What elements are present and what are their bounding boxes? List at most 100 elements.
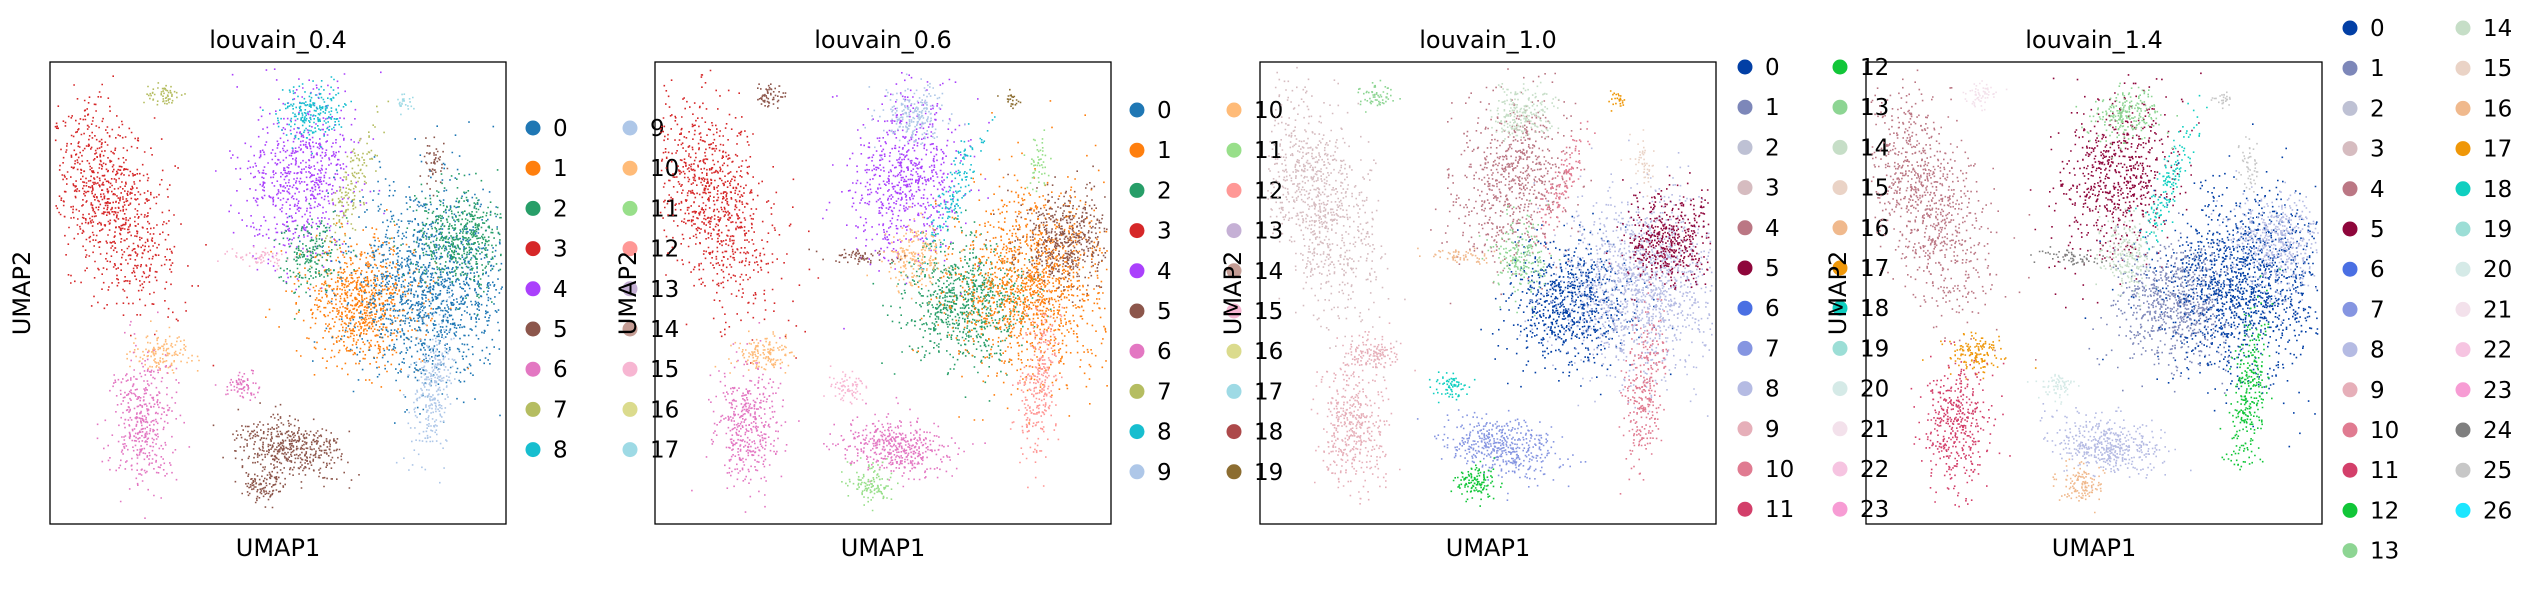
scatter-points — [1267, 66, 1713, 507]
legend-marker — [622, 120, 638, 136]
legend-entry-15: 15 — [1832, 176, 1889, 202]
cluster-17-points — [397, 93, 415, 116]
legend-marker — [2455, 60, 2471, 76]
y-axis-label: UMAP2 — [1824, 251, 1852, 335]
cluster-4-points — [822, 72, 990, 330]
legend-entry-11: 11 — [2342, 458, 2399, 484]
cluster-6-points — [96, 311, 191, 519]
x-axis-label: UMAP1 — [236, 534, 320, 562]
legend-entry-3: 3 — [1129, 219, 1172, 245]
cluster-18-points — [2128, 94, 2208, 251]
legend-marker — [2455, 100, 2471, 116]
legend-entry-5: 5 — [2342, 217, 2385, 243]
cluster-8-points — [262, 76, 352, 155]
legend-entry-17: 17 — [1226, 379, 1283, 405]
legend-marker — [622, 241, 638, 257]
legend-marker — [1226, 263, 1242, 279]
legend-marker — [1226, 142, 1242, 158]
cluster-14-points — [2095, 208, 2159, 307]
chart-title: louvain_1.4 — [2025, 26, 2163, 54]
cluster-5-points — [212, 402, 360, 496]
legend-label: 4 — [1765, 216, 1780, 242]
legend-marker — [622, 160, 638, 176]
scatter-points — [54, 68, 503, 519]
legend-marker — [1226, 182, 1242, 198]
legend-entry-2: 2 — [525, 196, 568, 222]
legend-marker — [2342, 261, 2358, 277]
legend-marker — [525, 361, 541, 377]
legend-marker — [622, 321, 638, 337]
cluster-8-points — [918, 116, 996, 270]
legend-marker — [1832, 59, 1848, 75]
cluster-8-points — [2209, 170, 2319, 323]
plot-frame — [1865, 61, 2323, 525]
legend-marker — [2342, 100, 2358, 116]
legend-marker — [1226, 343, 1242, 359]
cluster-9-points — [1310, 337, 1401, 505]
legend-marker — [622, 281, 638, 297]
umap-panel-3: louvain_1.4UMAP1UMAP20123456789101112131… — [1824, 16, 2512, 565]
legend-marker — [622, 200, 638, 216]
legend-marker — [1737, 300, 1753, 316]
legend-entry-19: 19 — [1832, 336, 1889, 362]
legend-entry-9: 9 — [1129, 460, 1172, 486]
legend-entry-2: 2 — [1737, 135, 1780, 161]
legend-label: 3 — [553, 237, 568, 263]
legend-label: 20 — [1860, 377, 1889, 403]
legend-label: 13 — [1254, 219, 1283, 245]
plot-frame — [654, 61, 1112, 525]
x-axis-label: UMAP1 — [1446, 534, 1530, 562]
legend-marker — [2342, 20, 2358, 36]
legend-label: 1 — [2370, 56, 2385, 82]
legend-marker — [2455, 301, 2471, 317]
legend-label: 6 — [1765, 296, 1780, 322]
cluster-10-points — [126, 320, 200, 374]
scatter-points — [1870, 69, 2319, 514]
cluster-11-points — [841, 457, 899, 512]
legend-label: 14 — [2483, 16, 2512, 42]
legend-entry-13: 13 — [2342, 539, 2399, 565]
legend-label: 5 — [1157, 299, 1172, 325]
legend-label: 6 — [1157, 339, 1172, 365]
legend-label: 8 — [1765, 377, 1780, 403]
cluster-21-points — [1962, 80, 2008, 112]
legend-marker — [622, 401, 638, 417]
legend-entry-9: 9 — [1737, 417, 1780, 443]
legend-label: 8 — [2370, 338, 2385, 364]
cluster-7-points — [143, 82, 186, 106]
legend-label: 2 — [1765, 135, 1780, 161]
legend-entry-5: 5 — [525, 317, 568, 343]
legend-label: 15 — [1860, 176, 1889, 202]
legend-label: 9 — [2370, 378, 2385, 404]
legend-entry-8: 8 — [1129, 420, 1172, 446]
cluster-4-points — [1870, 69, 2037, 361]
legend-label: 0 — [1765, 55, 1780, 81]
legend-marker — [525, 442, 541, 458]
legend-marker — [1226, 383, 1242, 399]
legend-entry-6: 6 — [1737, 296, 1780, 322]
legend-label: 0 — [1157, 98, 1172, 124]
legend-marker — [2342, 181, 2358, 197]
cluster-6-points — [691, 322, 788, 513]
legend-entry-16: 16 — [1226, 339, 1283, 365]
legend-label: 7 — [1765, 336, 1780, 362]
legend-entry-0: 0 — [525, 116, 568, 142]
legend-label: 22 — [2483, 338, 2512, 364]
legend-entry-3: 3 — [525, 237, 568, 263]
legend-label: 3 — [1157, 219, 1172, 245]
legend-label: 24 — [2483, 418, 2512, 444]
cluster-9-points — [864, 73, 966, 159]
umap-panel-1: louvain_0.6UMAP1UMAP20123456789101112131… — [614, 26, 1283, 562]
cluster-3-points — [1267, 66, 1406, 379]
legend-marker — [1832, 99, 1848, 115]
cluster-20-points — [2026, 373, 2080, 405]
legend-entry-8: 8 — [525, 438, 568, 464]
legend-entry-20: 20 — [1832, 377, 1889, 403]
legend-marker — [1832, 461, 1848, 477]
legend-entry-7: 7 — [1737, 336, 1780, 362]
legend-entry-14: 14 — [2455, 16, 2512, 42]
legend-entry-8: 8 — [1737, 377, 1780, 403]
y-axis-label: UMAP2 — [614, 251, 642, 335]
